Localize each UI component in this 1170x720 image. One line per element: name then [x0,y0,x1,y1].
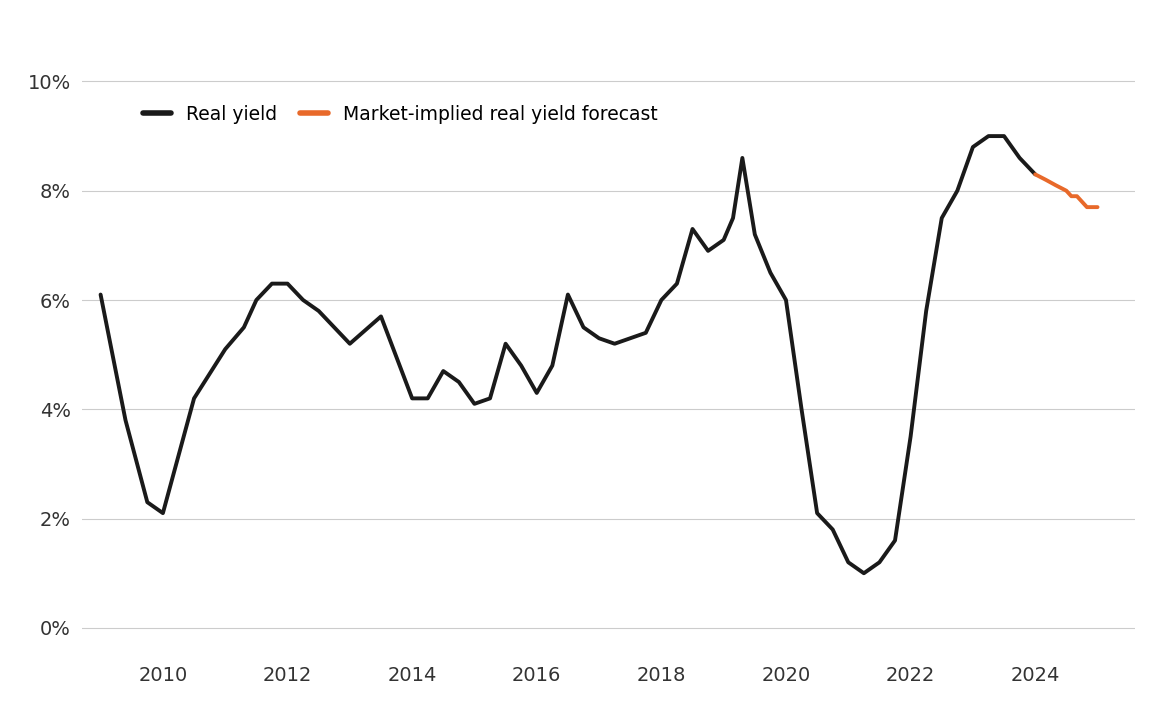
Real yield [545,361,559,370]
Real yield [982,132,996,140]
Line: Real yield: Real yield [101,136,1035,573]
Real yield [748,230,762,239]
Market-implied real yield forecast [1039,176,1053,184]
Real yield [94,290,108,299]
Real yield [140,498,154,507]
Market-implied real yield forecast [1069,192,1083,201]
Real yield [763,269,777,277]
Market-implied real yield forecast [1059,186,1073,195]
Legend: Real yield, Market-implied real yield forecast: Real yield, Market-implied real yield fo… [133,96,667,133]
Real yield [156,509,170,518]
Real yield [856,569,870,577]
Market-implied real yield forecast [1065,192,1079,201]
Real yield [1028,170,1042,179]
Line: Market-implied real yield forecast: Market-implied real yield forecast [1035,174,1097,207]
Market-implied real yield forecast [1075,197,1089,206]
Market-implied real yield forecast [1090,203,1104,212]
Market-implied real yield forecast [1048,181,1062,189]
Market-implied real yield forecast [1028,170,1042,179]
Real yield [405,394,419,402]
Market-implied real yield forecast [1080,203,1094,212]
